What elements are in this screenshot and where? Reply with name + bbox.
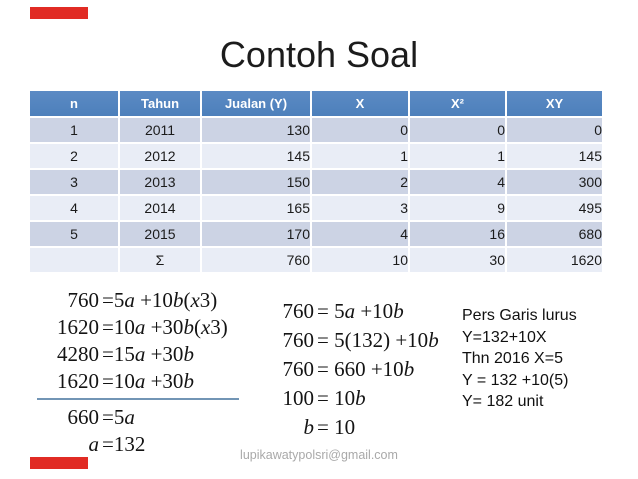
table-row: 2 2012 145 1 1 145: [30, 144, 602, 168]
equation-rhs: =10a +30b: [102, 369, 194, 393]
table-cell: 2012: [120, 144, 200, 168]
equation-rhs: = 10b: [317, 386, 366, 410]
header-cell-tahun: Tahun: [120, 91, 200, 116]
equation-line: 760 = 5(132) +10b: [268, 326, 468, 355]
equation-line: 4280 =15a +30b: [33, 341, 263, 368]
table-cell: 4: [312, 222, 408, 246]
header-cell-xy: XY: [507, 91, 602, 116]
equation-line: 760 = 660 +10b: [268, 355, 468, 384]
table-cell: 9: [410, 196, 505, 220]
equation-lhs: 100: [282, 386, 315, 410]
table-cell: 300: [507, 170, 602, 194]
table-cell: 1: [312, 144, 408, 168]
note-line: Y=132+10X: [462, 328, 547, 346]
table-cell: 0: [410, 118, 505, 142]
equation-lhs: 760: [282, 299, 315, 323]
header-cell-x2: X²: [410, 91, 505, 116]
equation-rhs: = 5(132) +10b: [317, 328, 439, 352]
table-row: 1 2011 130 0 0 0: [30, 118, 602, 142]
table-cell: 1: [410, 144, 505, 168]
table-cell: 170: [202, 222, 310, 246]
table-row: 5 2015 170 4 16 680: [30, 222, 602, 246]
page-title: Contoh Soal: [219, 34, 419, 75]
note-line: Pers Garis lurus: [462, 307, 577, 324]
equation-rhs: = 5a +10b: [317, 299, 404, 323]
header-cell-jualan: Jualan (Y): [202, 91, 310, 116]
accent-bar-top: [30, 7, 88, 19]
equation-rhs: =5a +10b(x3): [102, 288, 218, 312]
table-sum-row: Σ 760 10 30 1620: [30, 248, 602, 272]
equation-block-left: 760 =5a +10b(x3) 1620 =10a +30b(x3) 4280…: [33, 287, 263, 458]
equation-line: 760 =5a +10b(x3): [33, 287, 263, 314]
table-cell: 1620: [507, 248, 602, 272]
table-cell: 2: [312, 170, 408, 194]
table-cell: 30: [410, 248, 505, 272]
equation-lhs: 4280: [57, 342, 99, 366]
table-cell: 2011: [120, 118, 200, 142]
equation-lhs: 1620: [57, 369, 99, 393]
data-table: n Tahun Jualan (Y) X X² XY 1 2011 130 0 …: [28, 89, 604, 274]
table-cell: 4: [30, 196, 118, 220]
equation-lhs: b: [303, 415, 315, 439]
equation-rhs: =10a +30b(x3): [102, 315, 228, 339]
table-cell: 495: [507, 196, 602, 220]
equation-line: 1620 =10a +30b(x3): [33, 314, 263, 341]
equation-line: 100 = 10b: [268, 384, 468, 413]
equation-line: b = 10: [268, 413, 468, 442]
equation-line: a =132: [33, 431, 263, 458]
equation-lhs: 760: [282, 328, 315, 352]
table-cell: 1: [30, 118, 118, 142]
equation-lhs: 760: [282, 357, 315, 381]
equation-rhs: =15a +30b: [102, 342, 194, 366]
note-line: Thn 2016 X=5: [462, 350, 563, 367]
equation-rhs: =132: [102, 432, 146, 456]
table-cell: 10: [312, 248, 408, 272]
table-cell: 145: [507, 144, 602, 168]
table-cell: 2015: [120, 222, 200, 246]
table-cell: 16: [410, 222, 505, 246]
equation-rhs: =5a: [102, 405, 135, 429]
table-cell: 145: [202, 144, 310, 168]
equation-lhs: 660: [67, 405, 100, 429]
footer-email: lupikawatypolsri@gmail.com: [240, 448, 398, 462]
equation-rhs: = 660 +10b: [317, 357, 415, 381]
notes-block: Pers Garis lurus Y=132+10X Thn 2016 X=5 …: [462, 305, 632, 413]
equation-line: 760 = 5a +10b: [268, 297, 468, 326]
table-cell: 3: [312, 196, 408, 220]
table-cell: 4: [410, 170, 505, 194]
table-cell: 680: [507, 222, 602, 246]
note-line: Y = 132 +10(5): [462, 371, 569, 389]
table-cell: 0: [312, 118, 408, 142]
equation-lhs: 1620: [57, 315, 99, 339]
equation-divider-line: [37, 398, 239, 400]
equation-line: 1620 =10a +30b: [33, 368, 263, 395]
table-cell: 5: [30, 222, 118, 246]
table-cell: 2013: [120, 170, 200, 194]
table-row: 4 2014 165 3 9 495: [30, 196, 602, 220]
table-cell: 2: [30, 144, 118, 168]
equation-lhs: a: [88, 432, 100, 456]
table-cell: 3: [30, 170, 118, 194]
table-cell: 0: [507, 118, 602, 142]
table-cell: 760: [202, 248, 310, 272]
table-cell: [30, 248, 118, 272]
table-cell: 165: [202, 196, 310, 220]
header-cell-x: X: [312, 91, 408, 116]
sigma-cell: Σ: [120, 248, 200, 272]
equation-line: 660 =5a: [33, 404, 263, 431]
header-cell-n: n: [30, 91, 118, 116]
accent-bar-bottom: [30, 457, 88, 469]
note-line: Y= 182 unit: [462, 393, 544, 410]
equation-lhs: 760: [67, 288, 100, 312]
table-cell: 2014: [120, 196, 200, 220]
table-cell: 150: [202, 170, 310, 194]
equation-block-middle: 760 = 5a +10b 760 = 5(132) +10b 760 = 66…: [268, 297, 468, 442]
equation-rhs: = 10: [317, 415, 356, 439]
table-header-row: n Tahun Jualan (Y) X X² XY: [30, 91, 602, 116]
table-row: 3 2013 150 2 4 300: [30, 170, 602, 194]
table-cell: 130: [202, 118, 310, 142]
